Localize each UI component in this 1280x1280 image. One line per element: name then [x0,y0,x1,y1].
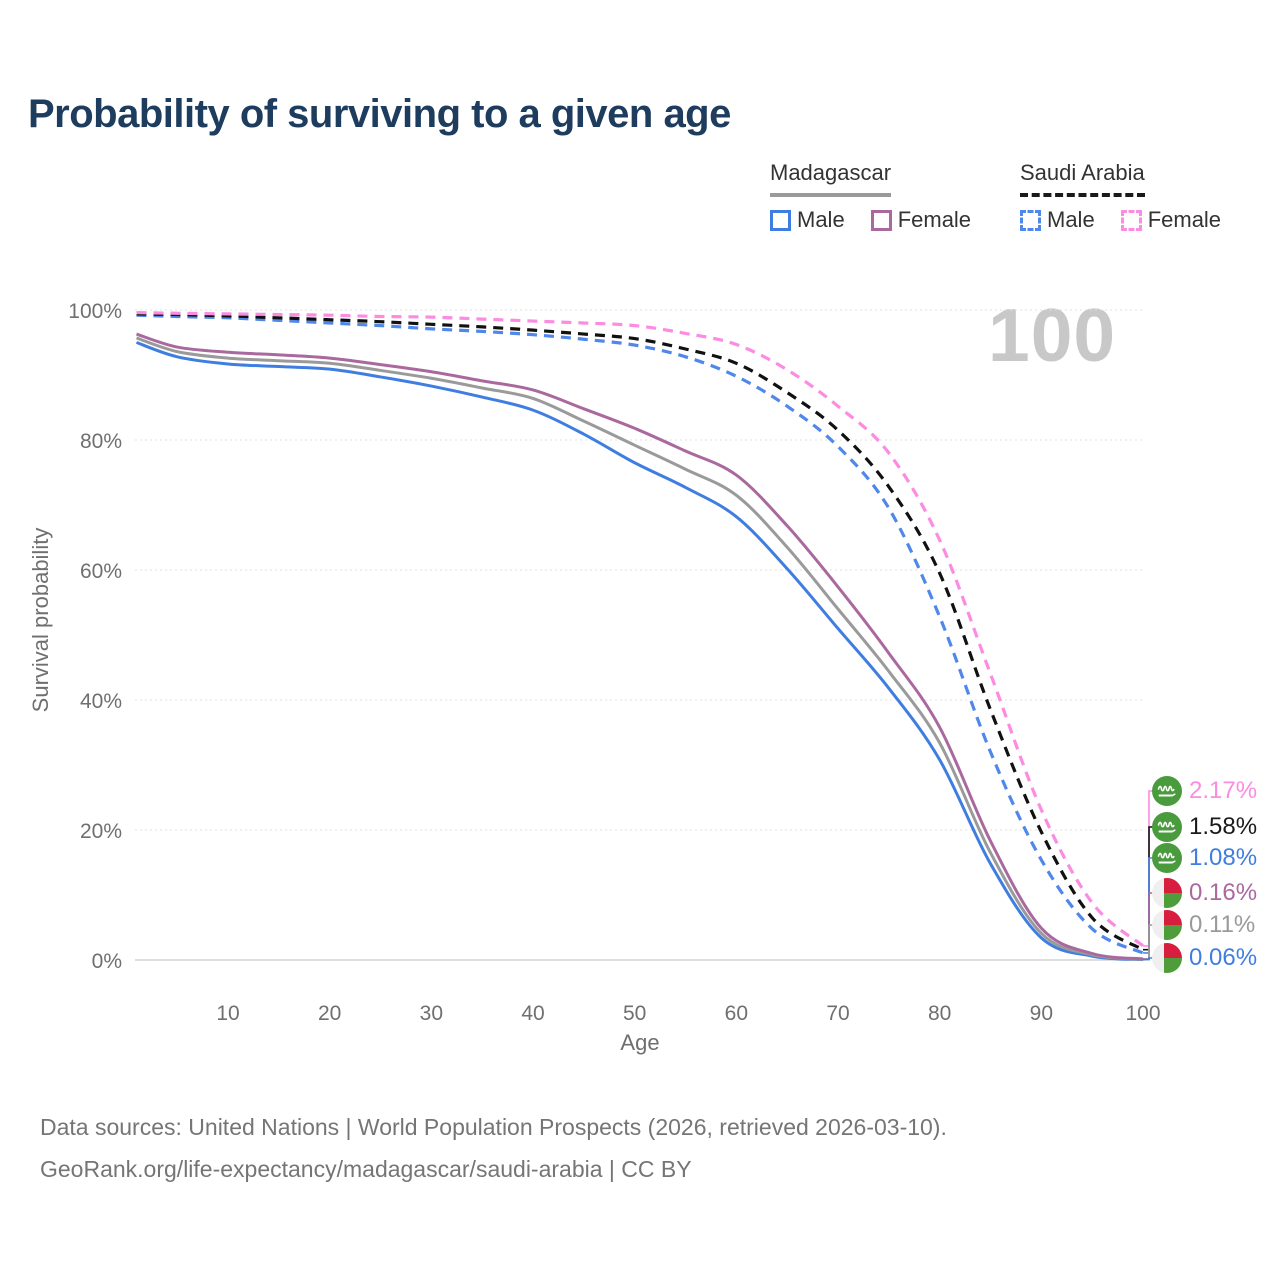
legend-item-label: Female [1147,207,1222,232]
end-label-saudi-both: 1.58% [1152,811,1257,843]
legend-item-label: Female [897,207,972,232]
end-label-madagascar-female: 0.16% [1152,877,1257,909]
footer-data-sources: Data sources: United Nations | World Pop… [40,1114,947,1140]
y-tick-label: 0% [92,950,122,973]
end-label-value: 2.17% [1189,777,1258,804]
x-tick-label: 20 [318,1002,341,1025]
legend-item-label: Male [1047,207,1095,232]
line-saudi-male[interactable] [136,313,1144,955]
line-madagascar-female[interactable] [136,332,1144,961]
line-saudi-both[interactable] [136,312,1144,952]
footer: Data sources: United Nations | World Pop… [40,1106,947,1190]
x-tick-label: 40 [521,1002,544,1025]
legend-group-madagascar: Madagascar Male Female [770,160,971,233]
saudi-female-swatch-icon [1120,209,1142,231]
end-label-saudi-female: 2.17% [1152,775,1257,807]
end-label-value: 0.11% [1189,911,1256,938]
end-label-value: 1.58% [1189,813,1258,840]
madagascar-male-swatch-icon [770,209,791,231]
legend-item-madagascar-male[interactable]: Male [770,207,845,233]
end-label-value: 0.06% [1189,944,1258,971]
y-tick-label: 20% [80,820,122,843]
x-tick-label: 70 [826,1002,849,1025]
y-tick-label: 100% [68,300,122,323]
y-tick-label: 80% [80,430,122,453]
line-saudi-female[interactable] [136,311,1145,948]
x-tick-label: 60 [725,1002,748,1025]
x-tick-label: 100 [1125,1002,1160,1025]
footer-attribution: GeoRank.org/life-expectancy/madagascar/s… [40,1156,692,1182]
saudi-arabia-flag-icon [1152,843,1182,873]
saudi-arabia-flag-icon [1152,812,1182,842]
age-counter-watermark: 100 [988,293,1117,377]
madagascar-flag-icon [1152,910,1182,940]
end-label-connector [1143,957,1153,961]
line-madagascar-male[interactable] [135,341,1144,962]
end-label-value: 0.16% [1189,879,1258,906]
x-tick-label: 10 [216,1002,239,1025]
legend-item-label: Male [797,207,845,232]
y-tick-label: 40% [80,690,122,713]
legend-item-saudi-female[interactable]: Female [1120,207,1222,233]
madagascar-female-swatch-icon [870,209,892,231]
line-madagascar-both[interactable] [136,336,1144,961]
x-tick-label: 50 [623,1002,646,1025]
legend-group-saudi-arabia: Saudi Arabia Male Female [1020,160,1221,233]
y-tick-label: 60% [80,560,122,583]
legend-item-saudi-male[interactable]: Male [1020,207,1095,233]
x-tick-label: 30 [420,1002,443,1025]
end-label-madagascar-both: 0.11% [1152,909,1255,941]
end-label-madagascar-male: 0.06% [1152,942,1257,974]
legend-heading-saudi-arabia: Saudi Arabia [1020,160,1145,197]
madagascar-flag-icon [1152,943,1182,973]
x-tick-label: 90 [1030,1002,1053,1025]
end-label-value: 1.08% [1189,844,1258,871]
madagascar-flag-icon [1152,878,1182,908]
x-axis-title: Age [620,1030,659,1055]
legend-heading-madagascar: Madagascar [770,160,892,197]
y-axis-title: Survival probability [28,528,53,713]
chart-title: Probability of surviving to a given age [28,92,731,136]
saudi-male-swatch-icon [1020,209,1041,231]
saudi-arabia-flag-icon [1152,776,1182,806]
legend-item-madagascar-female[interactable]: Female [870,207,972,233]
x-tick-label: 80 [928,1002,951,1025]
end-label-saudi-male: 1.08% [1152,842,1257,874]
